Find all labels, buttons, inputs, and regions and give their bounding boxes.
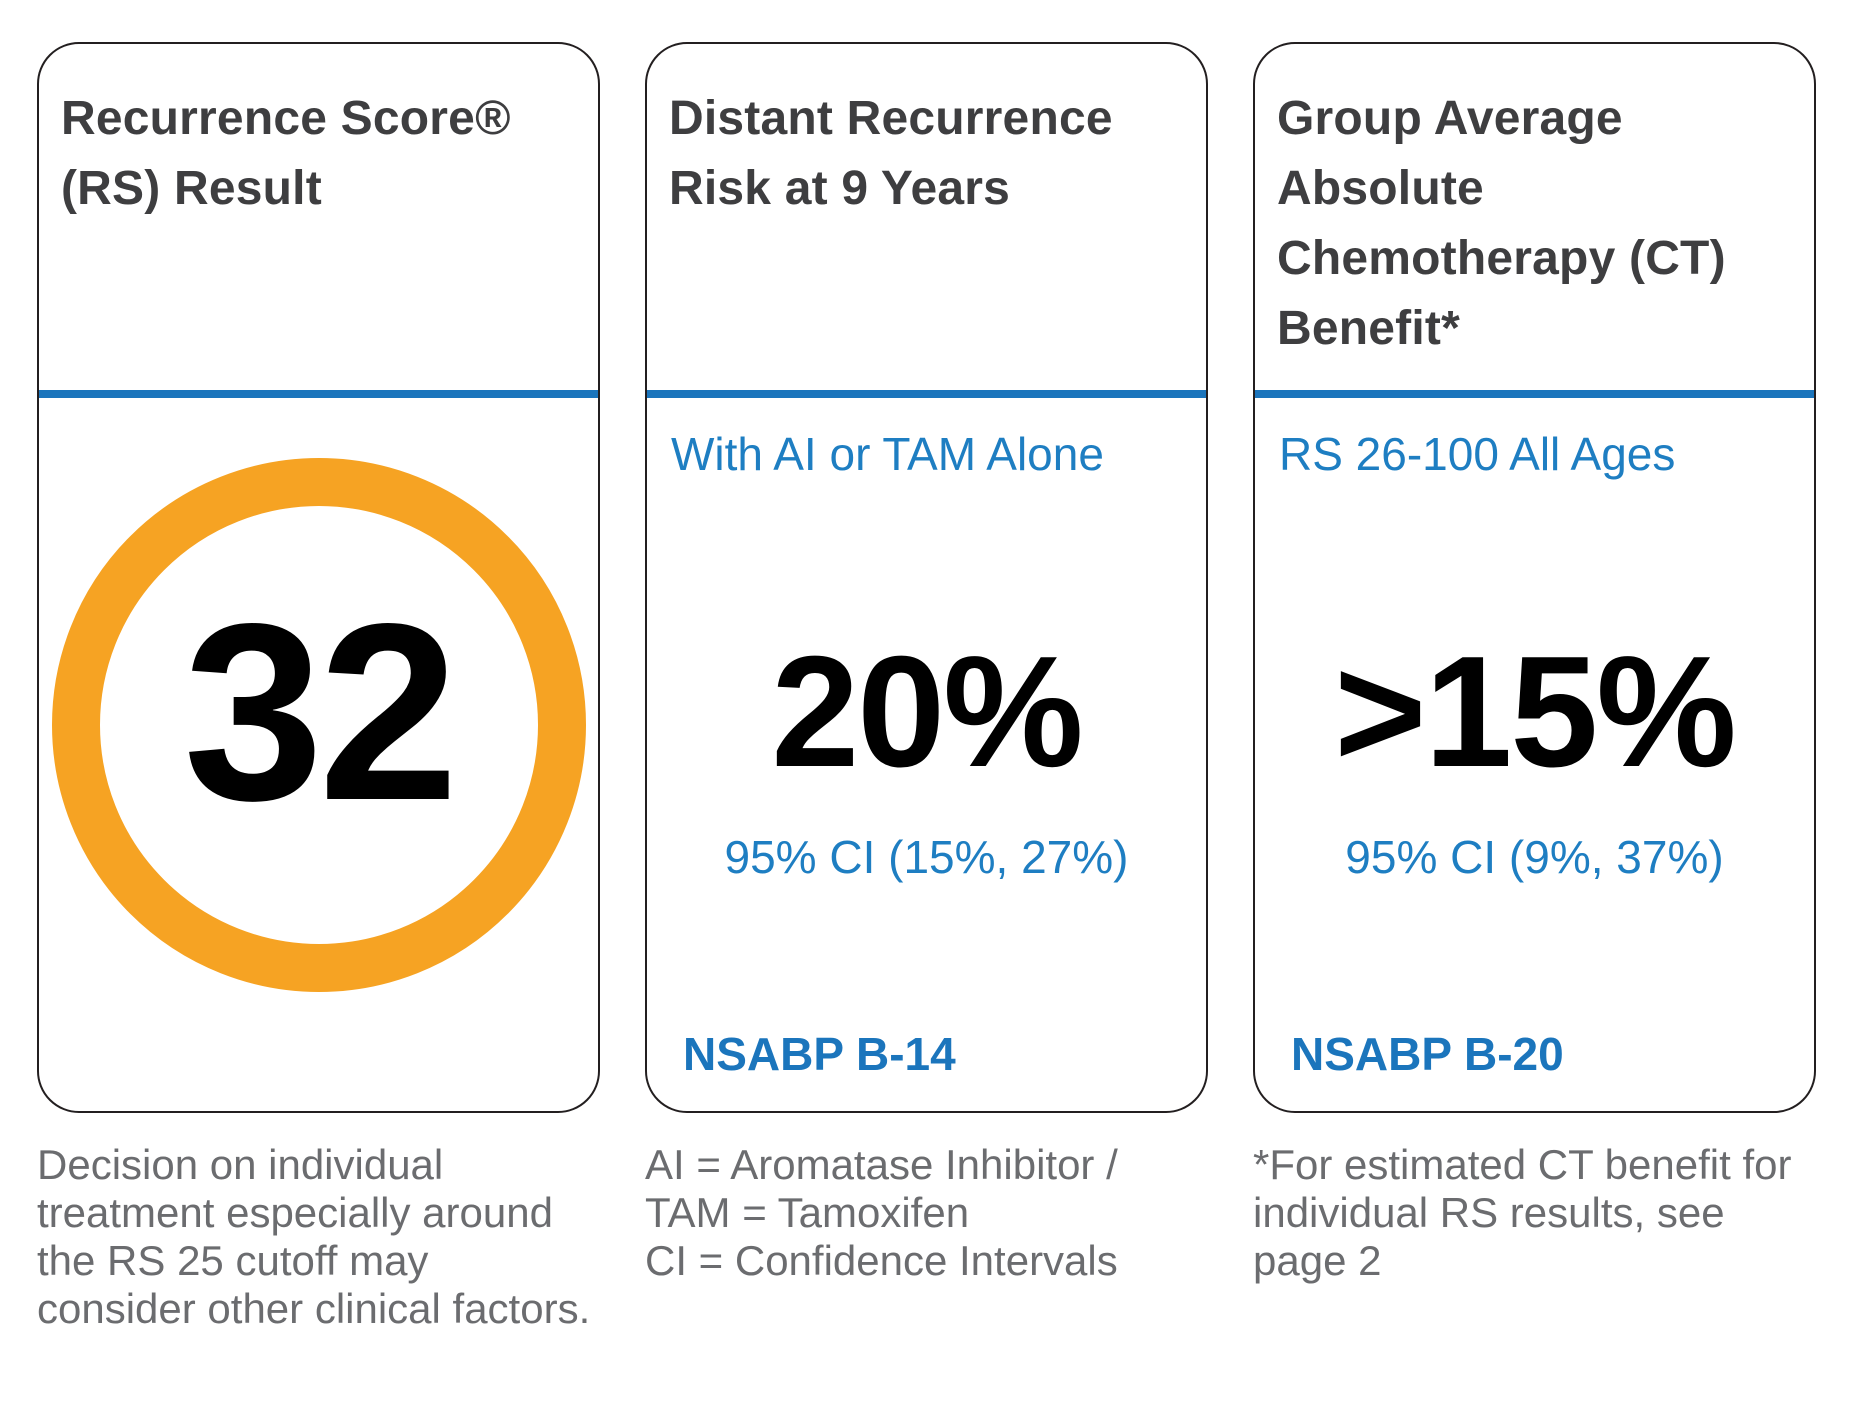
card-title-line: Chemotherapy (CT)	[1277, 232, 1726, 285]
footnote-line: consider other clinical factors.	[37, 1285, 591, 1332]
recurrence-score-value: 32	[183, 572, 458, 853]
footnote-line: CI = Confidence Intervals	[645, 1237, 1118, 1284]
distant-recurrence-risk-card: Distant Recurrence Risk at 9 Years With …	[645, 42, 1208, 1113]
recurrence-score-circle: 32	[51, 458, 586, 992]
study-label: NSABP B-20	[1291, 1028, 1564, 1080]
footnote-line: treatment especially around	[37, 1189, 553, 1236]
footnote-line: AI = Aromatase Inhibitor /	[645, 1141, 1118, 1188]
card-title-line: (RS) Result	[61, 162, 322, 215]
cards-row: Recurrence Score® (RS) Result 32 Distant…	[37, 42, 1816, 1113]
footnote-line: *For estimated CT benefit for	[1253, 1141, 1792, 1188]
study-label: NSABP B-14	[683, 1028, 956, 1080]
footnote-line: Decision on individual	[37, 1141, 444, 1188]
chemotherapy-benefit-card-header: Group Average Absolute Chemotherapy (CT)…	[1255, 44, 1814, 398]
rs-range-subheader: RS 26-100 All Ages	[1279, 428, 1676, 480]
treatment-subheader: With AI or TAM Alone	[671, 428, 1104, 480]
card-title-line: Recurrence Score®	[61, 92, 511, 145]
chemotherapy-benefit-card: Group Average Absolute Chemotherapy (CT)…	[1253, 42, 1816, 1113]
recurrence-score-card: Recurrence Score® (RS) Result 32	[37, 42, 600, 1113]
recurrence-score-card-header: Recurrence Score® (RS) Result	[39, 44, 598, 398]
distant-recurrence-risk-value: 20%	[771, 624, 1083, 800]
distant-recurrence-card-body: With AI or TAM Alone 20% 95% CI (15%, 27…	[647, 398, 1206, 1111]
footnote-line: TAM = Tamoxifen	[645, 1189, 970, 1236]
distant-recurrence-card-header: Distant Recurrence Risk at 9 Years	[647, 44, 1206, 398]
recurrence-score-footnote: Decision on individual treatment especia…	[37, 1141, 600, 1333]
footnote-line: page 2	[1253, 1237, 1382, 1284]
chemotherapy-benefit-card-body: RS 26-100 All Ages >15% 95% CI (9%, 37%)…	[1255, 398, 1814, 1111]
card-title-line: Group Average	[1277, 92, 1623, 145]
abbreviations-footnote: AI = Aromatase Inhibitor / TAM = Tamoxif…	[645, 1141, 1208, 1333]
confidence-interval: 95% CI (9%, 37%)	[1345, 831, 1724, 883]
confidence-interval: 95% CI (15%, 27%)	[724, 831, 1129, 883]
recurrence-score-card-body: 32	[39, 398, 598, 1111]
card-title-line: Absolute	[1277, 162, 1484, 215]
card-title-line: Risk at 9 Years	[669, 162, 1011, 215]
footnote-line: the RS 25 cutoff may	[37, 1237, 429, 1284]
chemotherapy-benefit-value: >15%	[1334, 624, 1737, 800]
card-title-line: Benefit*	[1277, 302, 1460, 355]
footnote-line: individual RS results, see	[1253, 1189, 1725, 1236]
ct-benefit-footnote: *For estimated CT benefit for individual…	[1253, 1141, 1816, 1333]
card-title-line: Distant Recurrence	[669, 92, 1113, 145]
footnotes-row: Decision on individual treatment especia…	[37, 1141, 1816, 1333]
